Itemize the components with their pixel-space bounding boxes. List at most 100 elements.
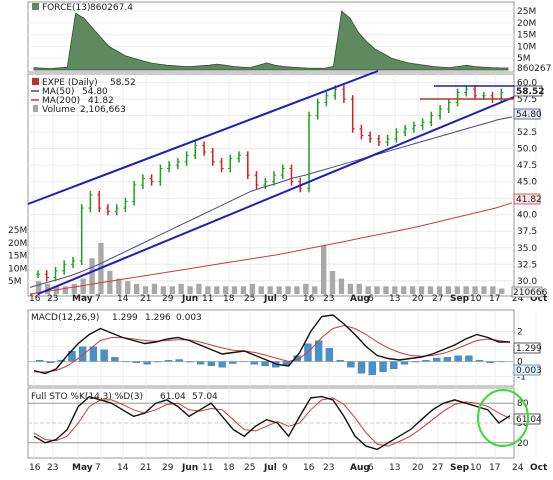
x-tick-label: 27 (432, 294, 443, 304)
macd-value-1: 1.299 (112, 313, 138, 323)
volume-bar (418, 286, 425, 294)
lower-channel-line (37, 96, 515, 295)
last-price-badge-bg (513, 85, 543, 97)
volume-bar (481, 286, 487, 294)
ma200-line (29, 202, 513, 295)
macd-histogram-bar (357, 361, 366, 374)
x-tick-label: 29 (162, 294, 174, 304)
volume-badge: 210666 (513, 288, 548, 298)
price-axis-tick: 40.0 (517, 211, 537, 221)
x-tick-label: Jul (263, 294, 277, 304)
x-tick-label: Jul (263, 463, 277, 473)
ma200-legend-label: MA(200) (42, 96, 80, 106)
macd-signal-line (34, 324, 511, 373)
volume-bar (410, 286, 416, 294)
x-tick-label: 17 (489, 463, 500, 473)
volume-bar (490, 286, 496, 294)
x-tick-label: 10 (470, 463, 482, 473)
macd-histogram-bar (68, 351, 76, 362)
x-tick-label: 14 (117, 463, 129, 473)
volume-axis-tick: 15M (8, 252, 27, 262)
axis-layer: 16162323MayMay77141421212929JunJun111118… (8, 7, 551, 473)
volume-bar (44, 283, 51, 294)
volume-bar (187, 286, 193, 294)
volume-axis-tick: 5M (8, 277, 22, 287)
volume-bar (499, 288, 505, 294)
macd-histogram-bar (282, 361, 291, 366)
x-tick-label: 23 (323, 294, 334, 304)
macd-histogram-bar (154, 361, 162, 363)
force-axis-tick: 25M (517, 7, 536, 17)
macd-histogram-bar (132, 361, 140, 363)
x-tick-label: 13 (389, 463, 400, 473)
volume-bar (401, 286, 407, 294)
volume-bar (329, 271, 336, 294)
macd-histogram-bar (465, 355, 473, 362)
x-tick-label: 27 (432, 463, 443, 473)
macd-histogram-bar (293, 355, 301, 362)
macd-axis-tick: 2 (517, 328, 523, 338)
macd-histogram-bar (422, 360, 430, 362)
x-tick-label: Sep (450, 294, 470, 304)
volume-bar (347, 283, 353, 294)
price-last-value: 58.52 (110, 78, 136, 88)
x-tick-label: 23 (47, 294, 58, 304)
x-tick-label: Jun (181, 463, 198, 473)
macd-histogram-bar (400, 361, 409, 365)
volume-bar (231, 286, 238, 294)
macd-label: MACD(12,26,9) (31, 313, 99, 323)
volume-bar (258, 286, 264, 294)
macd-histogram-bar (475, 360, 484, 362)
volume-bar (223, 286, 229, 294)
macd-value-3: 0.003 (176, 313, 202, 323)
x-tick-label: 17 (489, 294, 500, 304)
macd-axis-tick: -1 (517, 373, 526, 383)
macd-histogram-bar (411, 361, 419, 363)
macd-histogram-bar (100, 349, 108, 362)
x-tick-label: 18 (223, 294, 235, 304)
x-tick-label: Aug (350, 463, 370, 473)
price-layer (27, 70, 515, 295)
volume-bar (125, 281, 131, 294)
ma50-badge: 54.80 (516, 110, 542, 120)
volume-bar (205, 286, 211, 294)
annotation-circle (477, 389, 529, 447)
sto-k-value: 61.04 (160, 392, 186, 402)
x-tick-label: 25 (244, 463, 255, 473)
macd-histogram-bar (250, 361, 258, 365)
price-symbol-label: EXPE (Daily) (42, 78, 98, 88)
hist-badge: 0.003 (516, 366, 542, 376)
macd-histogram-bar (57, 360, 65, 362)
x-tick-label: 7 (95, 294, 101, 304)
volume-bar (383, 286, 389, 294)
volume-bar (169, 286, 175, 294)
volume-axis-tick: 20M (8, 239, 27, 249)
macd-histogram-bar (443, 357, 452, 362)
force-axis-tick: 5M (517, 54, 531, 64)
macd-histogram-bar (143, 361, 151, 365)
volume-bar (142, 286, 149, 294)
price-axis-tick: 50.0 (517, 145, 537, 155)
volume-bar (365, 286, 371, 294)
x-tick-label: Aug (350, 294, 370, 304)
sto-layer (33, 395, 511, 451)
volume-bar (160, 286, 166, 294)
ma200-legend-value: 41.82 (88, 96, 114, 106)
volume-bar (178, 283, 184, 294)
macd-histogram-bar (121, 361, 130, 363)
volume-bar (427, 286, 434, 294)
x-tick-label: 11 (202, 463, 213, 473)
macd-histogram-bar (261, 361, 269, 366)
sto-axis-tick: 20 (517, 439, 529, 449)
macd-histogram-bar (390, 361, 398, 369)
ma50-legend-value: 54.80 (82, 87, 108, 97)
macd-histogram-bar (78, 346, 87, 362)
volume-bar (312, 286, 318, 294)
volume-bar (454, 286, 460, 294)
x-tick-label: 29 (162, 463, 174, 473)
volume-bar (374, 286, 380, 294)
x-tick-label: 6 (368, 463, 374, 473)
sto-badge: 61.04 (516, 415, 542, 425)
ma50-badge-bg (513, 108, 541, 120)
last-price-badge: 58.52 (516, 87, 544, 97)
